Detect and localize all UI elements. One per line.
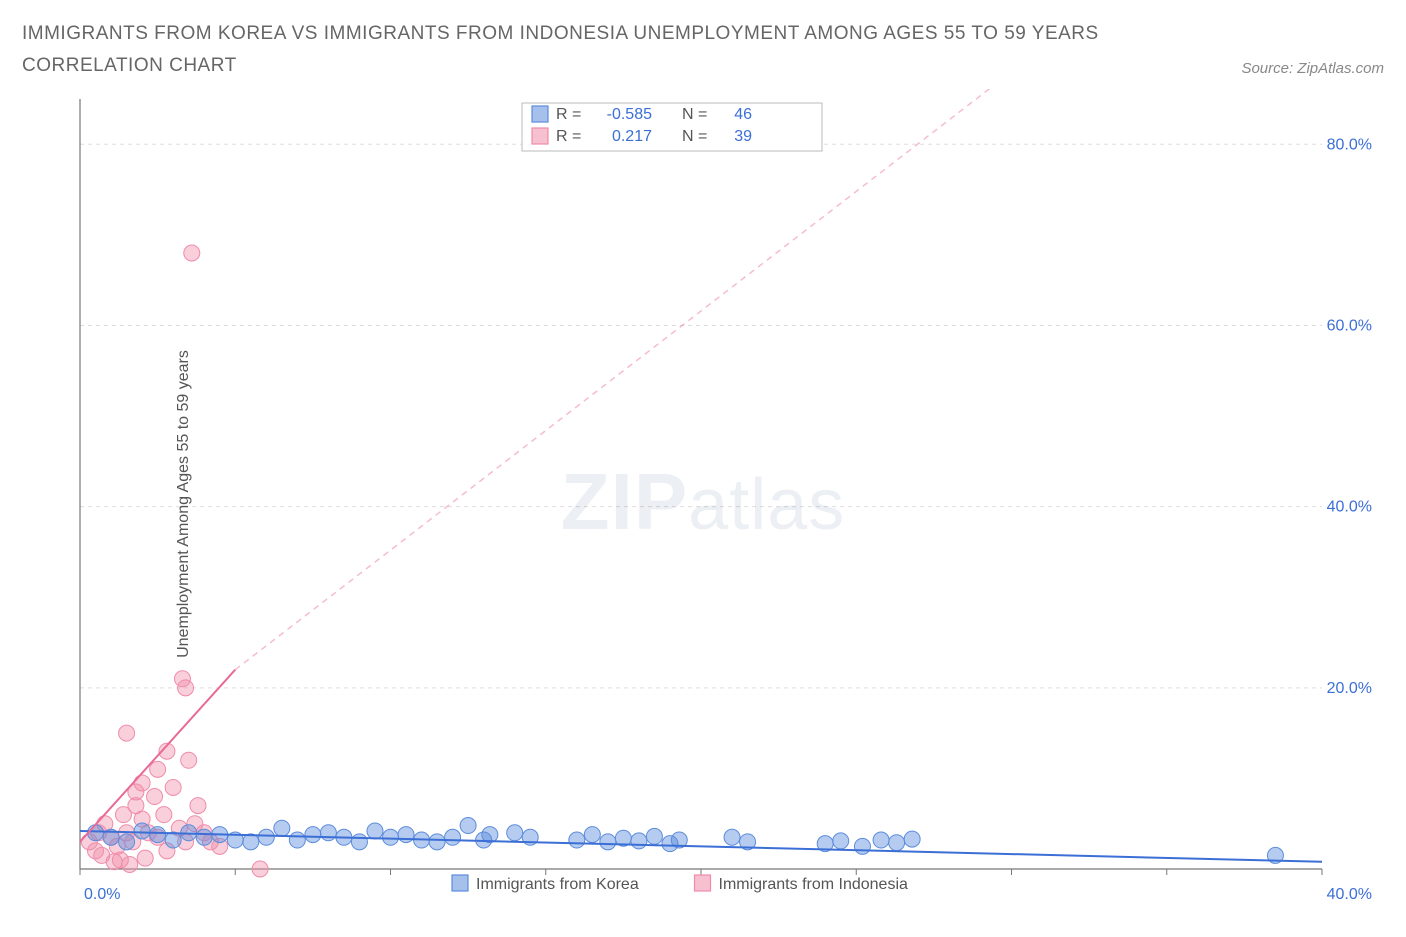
svg-text:40.0%: 40.0%	[1327, 886, 1372, 903]
svg-text:46: 46	[734, 106, 752, 123]
chart-title: IMMIGRANTS FROM KOREA VS IMMIGRANTS FROM…	[22, 18, 1142, 83]
svg-text:-0.585: -0.585	[607, 106, 652, 123]
svg-text:20.0%: 20.0%	[1327, 679, 1372, 696]
y-axis-label: Unemployment Among Ages 55 to 59 years	[175, 350, 193, 658]
svg-text:40.0%: 40.0%	[1327, 498, 1372, 515]
svg-text:0.0%: 0.0%	[84, 886, 120, 903]
svg-text:Immigrants from Indonesia: Immigrants from Indonesia	[719, 876, 909, 893]
svg-text:39: 39	[734, 128, 752, 145]
svg-text:60.0%: 60.0%	[1327, 317, 1372, 334]
source-label: Source: ZipAtlas.com	[1241, 60, 1384, 77]
scatter-chart: 20.0% 40.0% 60.0% 80.0% 40.0% 0.0% R = -0.585 N …	[22, 89, 1382, 919]
svg-text:N =: N =	[682, 106, 707, 123]
svg-text:R =: R =	[556, 128, 581, 145]
svg-text:R =: R =	[556, 106, 581, 123]
svg-text:80.0%: 80.0%	[1327, 136, 1372, 153]
svg-text:N =: N =	[682, 128, 707, 145]
svg-text:0.217: 0.217	[612, 128, 652, 145]
svg-text:Immigrants from Korea: Immigrants from Korea	[476, 876, 639, 893]
chart-container: Unemployment Among Ages 55 to 59 years Z…	[22, 89, 1384, 919]
